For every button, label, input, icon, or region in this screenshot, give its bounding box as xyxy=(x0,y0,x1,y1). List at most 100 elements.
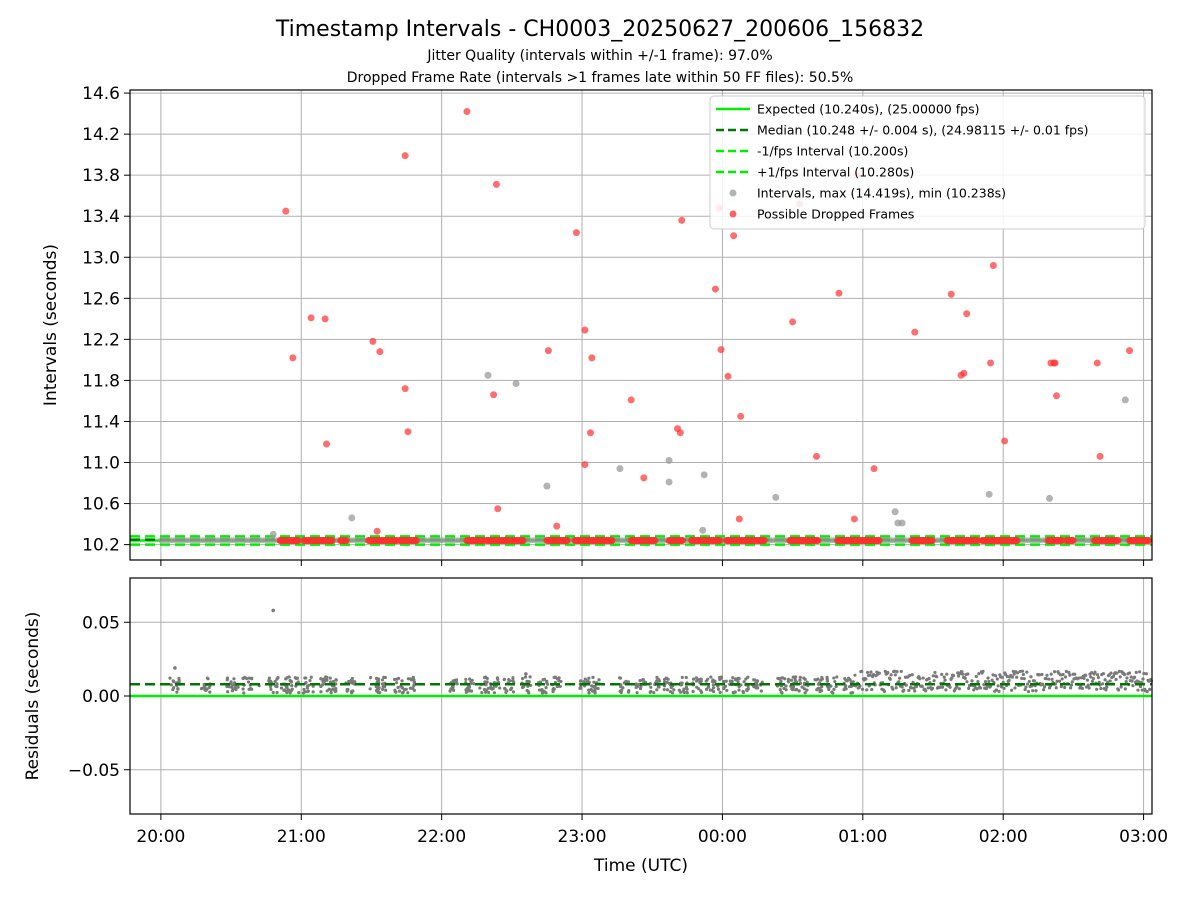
residual-point xyxy=(950,676,954,680)
intervals-y-tick-label: 13.8 xyxy=(82,166,120,186)
residual-point xyxy=(169,683,173,687)
residual-point xyxy=(471,682,476,686)
residual-point xyxy=(412,688,416,693)
residual-point xyxy=(843,677,847,681)
residual-point xyxy=(487,690,491,695)
dropped-frame-point xyxy=(1001,437,1009,445)
residual-point xyxy=(482,687,487,692)
dropped-frame-point xyxy=(987,359,995,367)
residual-point xyxy=(175,690,179,694)
dropped-frame-point-baseline xyxy=(1069,537,1077,545)
residual-point xyxy=(742,680,746,684)
residual-point xyxy=(746,684,750,688)
residual-point xyxy=(498,686,502,690)
residual-point xyxy=(963,676,967,680)
residual-point xyxy=(349,681,354,685)
dropped-frame-point xyxy=(490,391,498,399)
residual-point xyxy=(558,684,562,689)
residuals-points xyxy=(168,608,1154,695)
intervals-y-tick-label: 14.2 xyxy=(82,125,120,145)
residual-point xyxy=(825,679,830,683)
residual-point xyxy=(578,679,583,683)
residual-point xyxy=(485,680,489,684)
residual-point xyxy=(1022,677,1026,681)
dropped-frame-point xyxy=(989,261,997,269)
residual-point xyxy=(904,683,908,687)
residual-point xyxy=(940,685,945,689)
residual-point xyxy=(484,683,488,687)
residual-point xyxy=(722,685,726,690)
residual-point xyxy=(1095,673,1100,677)
residual-point xyxy=(791,675,795,679)
residual-point xyxy=(1020,676,1024,681)
residual-point xyxy=(400,691,405,695)
residual-point xyxy=(942,675,946,679)
residual-point xyxy=(755,679,760,683)
intervals-grid xyxy=(130,90,1152,560)
residual-point xyxy=(544,680,549,684)
residual-point xyxy=(711,689,716,694)
intervals-y-tick-label: 11.0 xyxy=(82,454,120,474)
residual-point xyxy=(882,689,887,693)
residual-point xyxy=(994,688,999,692)
dropped-frame-point-baseline xyxy=(875,537,883,545)
residual-point xyxy=(897,676,902,680)
dropped-frame-point-baseline xyxy=(651,537,659,545)
dropped-frame-point xyxy=(678,216,686,224)
dropped-frame-point-baseline xyxy=(412,537,420,545)
residual-point xyxy=(1054,686,1058,690)
dropped-frame-point-baseline xyxy=(679,537,687,545)
residual-point xyxy=(290,684,294,688)
residual-point xyxy=(802,687,807,691)
residual-point xyxy=(908,673,912,677)
dropped-frame-point-baseline xyxy=(814,537,822,545)
residual-point xyxy=(986,676,990,680)
residual-point xyxy=(978,686,983,690)
legend-entry-label: Intervals, max (14.419s), min (10.238s) xyxy=(757,186,1006,201)
dropped-frame-point xyxy=(835,289,843,297)
residual-point xyxy=(273,679,277,684)
residual-point xyxy=(1105,685,1109,689)
residual-point xyxy=(956,671,960,675)
interval-point xyxy=(891,508,899,516)
residual-point xyxy=(1142,671,1146,676)
dropped-frame-point xyxy=(1126,347,1134,355)
residual-point xyxy=(1136,688,1140,692)
residual-point xyxy=(957,687,961,691)
residual-point xyxy=(817,686,821,690)
residual-point xyxy=(1119,685,1123,689)
residual-point xyxy=(1068,673,1072,677)
residual-point xyxy=(538,680,543,684)
residual-point xyxy=(520,685,525,690)
intervals-y-tick-label: 13.4 xyxy=(82,207,120,227)
residual-point xyxy=(236,685,240,689)
residual-point xyxy=(739,683,743,687)
residual-point xyxy=(1069,683,1074,687)
residual-point xyxy=(556,684,560,689)
residual-point xyxy=(1117,669,1122,673)
residual-point xyxy=(704,687,709,691)
residual-point xyxy=(1015,671,1020,675)
residual-point xyxy=(655,688,659,692)
figure-title: Timestamp Intervals - CH0003_20250627_20… xyxy=(275,17,924,42)
residual-point xyxy=(913,689,917,693)
residual-point xyxy=(496,677,500,682)
residual-point xyxy=(982,683,986,687)
interval-point xyxy=(1121,396,1129,404)
residual-point xyxy=(172,679,176,684)
residual-point xyxy=(709,675,713,679)
residual-point xyxy=(752,678,756,682)
residual-point xyxy=(699,677,703,681)
residual-point xyxy=(451,688,456,693)
residual-point xyxy=(320,683,324,687)
residual-point xyxy=(657,685,661,689)
residual-point xyxy=(805,688,809,692)
legend-dot-swatch xyxy=(729,210,737,218)
residual-point xyxy=(230,689,234,693)
residual-point xyxy=(706,685,711,689)
residual-point xyxy=(393,688,397,692)
residual-point xyxy=(1018,669,1022,674)
residual-point xyxy=(634,685,638,690)
residual-point xyxy=(334,687,338,691)
residual-point xyxy=(619,690,623,695)
